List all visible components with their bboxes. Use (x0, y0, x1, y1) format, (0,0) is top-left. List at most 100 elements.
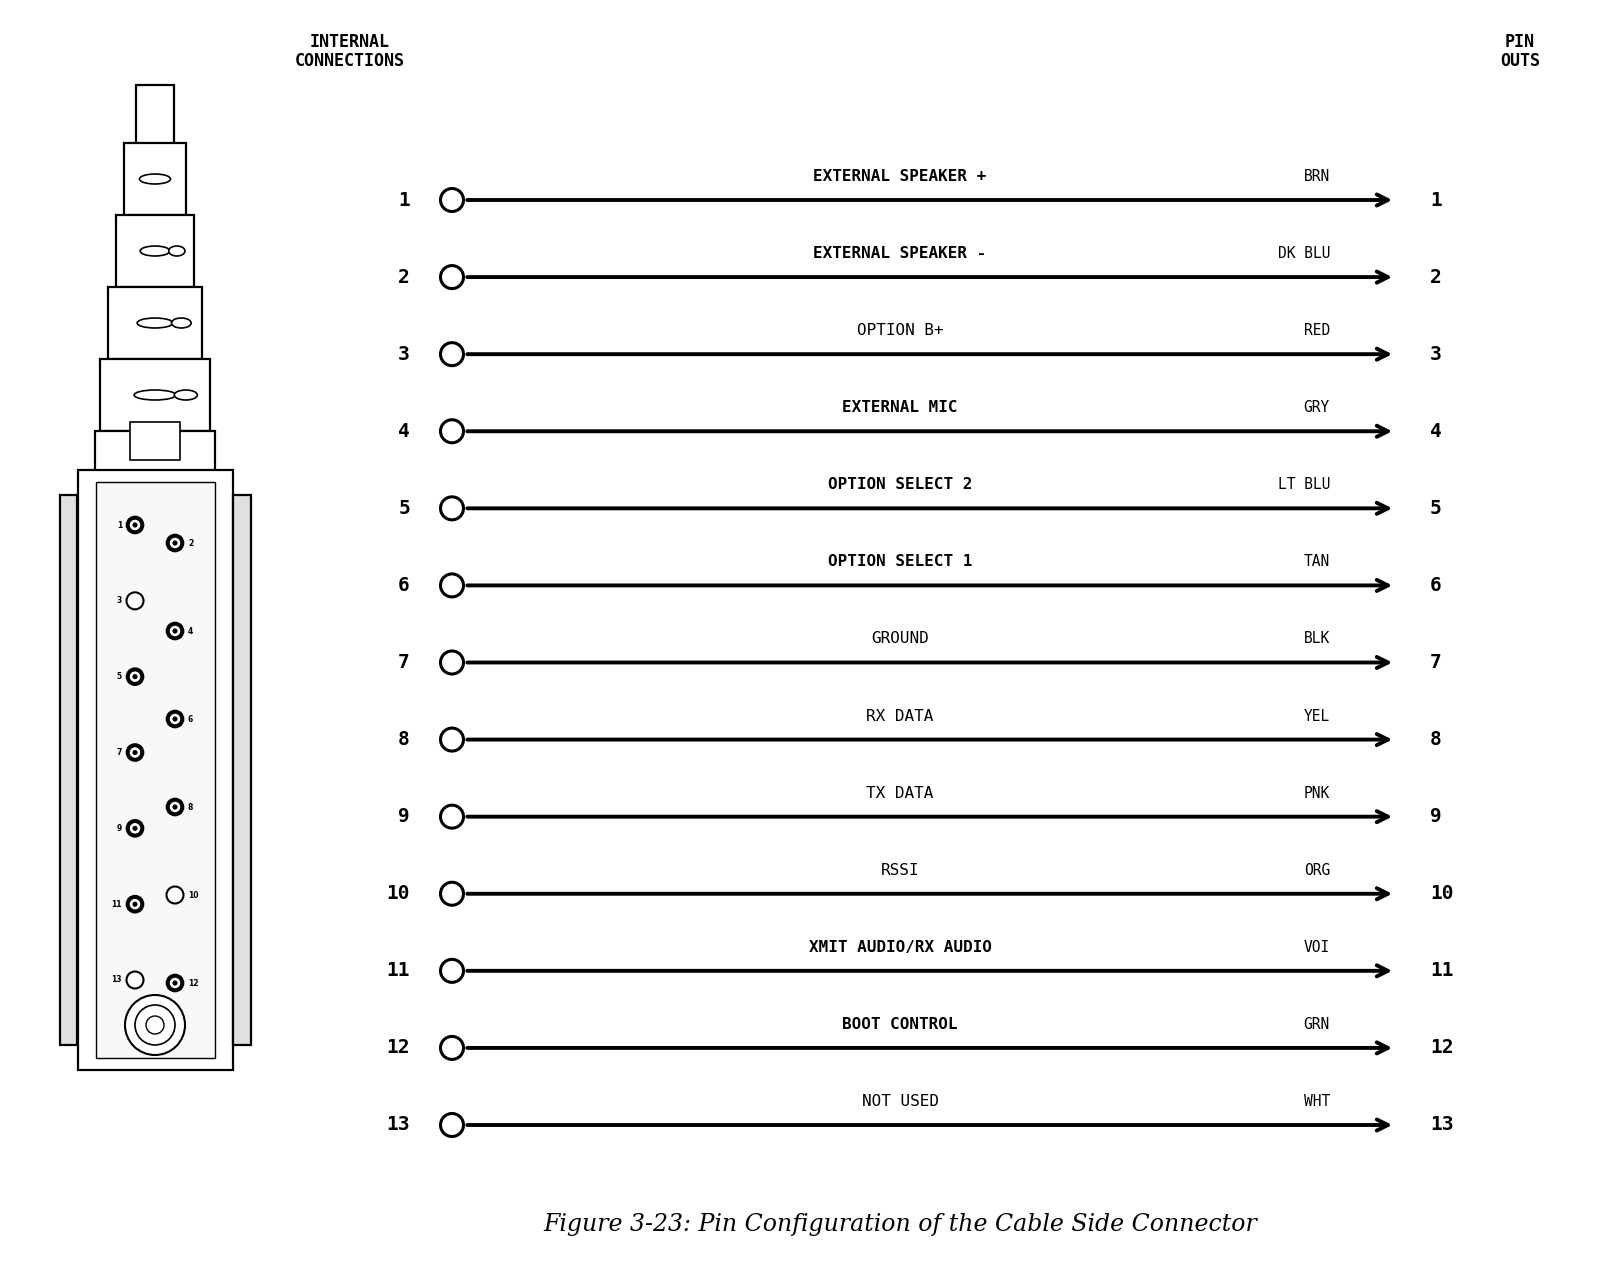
Text: 4: 4 (187, 626, 194, 635)
Text: VOI: VOI (1304, 940, 1330, 955)
Text: 10: 10 (1430, 884, 1453, 904)
Text: 12: 12 (187, 978, 199, 987)
Ellipse shape (134, 390, 176, 399)
Circle shape (131, 823, 139, 833)
Text: YEL: YEL (1304, 709, 1330, 723)
FancyBboxPatch shape (95, 431, 215, 475)
Text: 4: 4 (398, 421, 410, 440)
Text: 3: 3 (116, 596, 121, 605)
Circle shape (173, 717, 178, 721)
Ellipse shape (171, 317, 191, 328)
Text: Figure 3-23: Pin Configuration of the Cable Side Connector: Figure 3-23: Pin Configuration of the Ca… (543, 1213, 1257, 1236)
Ellipse shape (175, 390, 197, 399)
Circle shape (126, 593, 144, 609)
Circle shape (170, 803, 179, 812)
Circle shape (126, 972, 144, 988)
Circle shape (170, 539, 179, 548)
Text: 5: 5 (398, 499, 410, 518)
Ellipse shape (137, 317, 173, 328)
FancyBboxPatch shape (95, 483, 215, 1059)
Circle shape (173, 628, 178, 634)
Text: 13: 13 (1430, 1115, 1453, 1134)
Circle shape (173, 541, 178, 545)
Text: 1: 1 (398, 191, 410, 210)
FancyBboxPatch shape (233, 495, 250, 1044)
Circle shape (126, 896, 144, 913)
Circle shape (441, 882, 464, 905)
Circle shape (441, 959, 464, 982)
Text: EXTERNAL SPEAKER -: EXTERNAL SPEAKER - (813, 246, 987, 261)
Text: 1: 1 (1430, 191, 1441, 210)
Circle shape (131, 521, 139, 530)
Circle shape (133, 826, 137, 831)
Circle shape (133, 522, 137, 527)
Text: 5: 5 (1430, 499, 1441, 518)
Text: OPTION SELECT 2: OPTION SELECT 2 (827, 477, 973, 493)
Text: 6: 6 (398, 576, 410, 595)
Circle shape (136, 1005, 175, 1044)
Text: XMIT AUDIO/RX AUDIO: XMIT AUDIO/RX AUDIO (808, 940, 992, 955)
Text: BOOT CONTROL: BOOT CONTROL (842, 1016, 958, 1032)
Circle shape (166, 535, 184, 552)
Text: 2: 2 (187, 539, 194, 548)
Circle shape (170, 714, 179, 723)
Text: 2: 2 (1430, 268, 1441, 287)
Text: GRY: GRY (1304, 401, 1330, 415)
Circle shape (133, 750, 137, 755)
FancyBboxPatch shape (129, 422, 179, 460)
Text: 6: 6 (1430, 576, 1441, 595)
Text: GRN: GRN (1304, 1016, 1330, 1032)
Circle shape (124, 995, 184, 1055)
Text: PIN
OUTS: PIN OUTS (1500, 32, 1540, 70)
Circle shape (441, 1037, 464, 1060)
Text: BRN: BRN (1304, 169, 1330, 184)
Text: 9: 9 (116, 824, 121, 833)
Text: TX DATA: TX DATA (866, 786, 934, 801)
Text: ORG: ORG (1304, 863, 1330, 878)
Text: 10: 10 (386, 884, 410, 904)
Circle shape (166, 710, 184, 727)
FancyBboxPatch shape (136, 84, 175, 145)
Circle shape (131, 900, 139, 909)
Text: 11: 11 (112, 900, 121, 909)
Text: 12: 12 (1430, 1038, 1453, 1057)
Text: 8: 8 (187, 803, 194, 812)
FancyBboxPatch shape (60, 495, 78, 1044)
Text: 11: 11 (1430, 961, 1453, 980)
Circle shape (133, 902, 137, 906)
FancyBboxPatch shape (108, 287, 202, 358)
Text: 3: 3 (1430, 344, 1441, 364)
Text: 5: 5 (116, 672, 121, 681)
Circle shape (145, 1016, 163, 1034)
Circle shape (441, 265, 464, 288)
Text: RSSI: RSSI (881, 863, 920, 878)
Text: INTERNAL
CONNECTIONS: INTERNAL CONNECTIONS (296, 32, 406, 70)
Text: 3: 3 (398, 344, 410, 364)
Circle shape (166, 799, 184, 815)
Text: OPTION B+: OPTION B+ (856, 323, 944, 338)
Text: 7: 7 (1430, 653, 1441, 672)
Circle shape (133, 675, 137, 678)
Text: 7: 7 (116, 748, 121, 756)
Text: 4: 4 (1430, 421, 1441, 440)
Ellipse shape (141, 246, 170, 256)
Circle shape (126, 744, 144, 762)
Circle shape (441, 805, 464, 828)
Ellipse shape (139, 174, 171, 184)
Circle shape (441, 497, 464, 520)
Circle shape (441, 343, 464, 366)
Circle shape (166, 974, 184, 992)
FancyBboxPatch shape (116, 215, 194, 287)
Circle shape (441, 1114, 464, 1137)
Ellipse shape (168, 246, 184, 256)
Circle shape (173, 980, 178, 986)
Text: LT BLU: LT BLU (1278, 477, 1330, 493)
Text: 7: 7 (398, 653, 410, 672)
Circle shape (166, 622, 184, 640)
Circle shape (170, 978, 179, 988)
Text: PNK: PNK (1304, 786, 1330, 801)
Circle shape (441, 420, 464, 443)
Circle shape (126, 517, 144, 534)
FancyBboxPatch shape (124, 143, 186, 215)
Text: 2: 2 (398, 268, 410, 287)
